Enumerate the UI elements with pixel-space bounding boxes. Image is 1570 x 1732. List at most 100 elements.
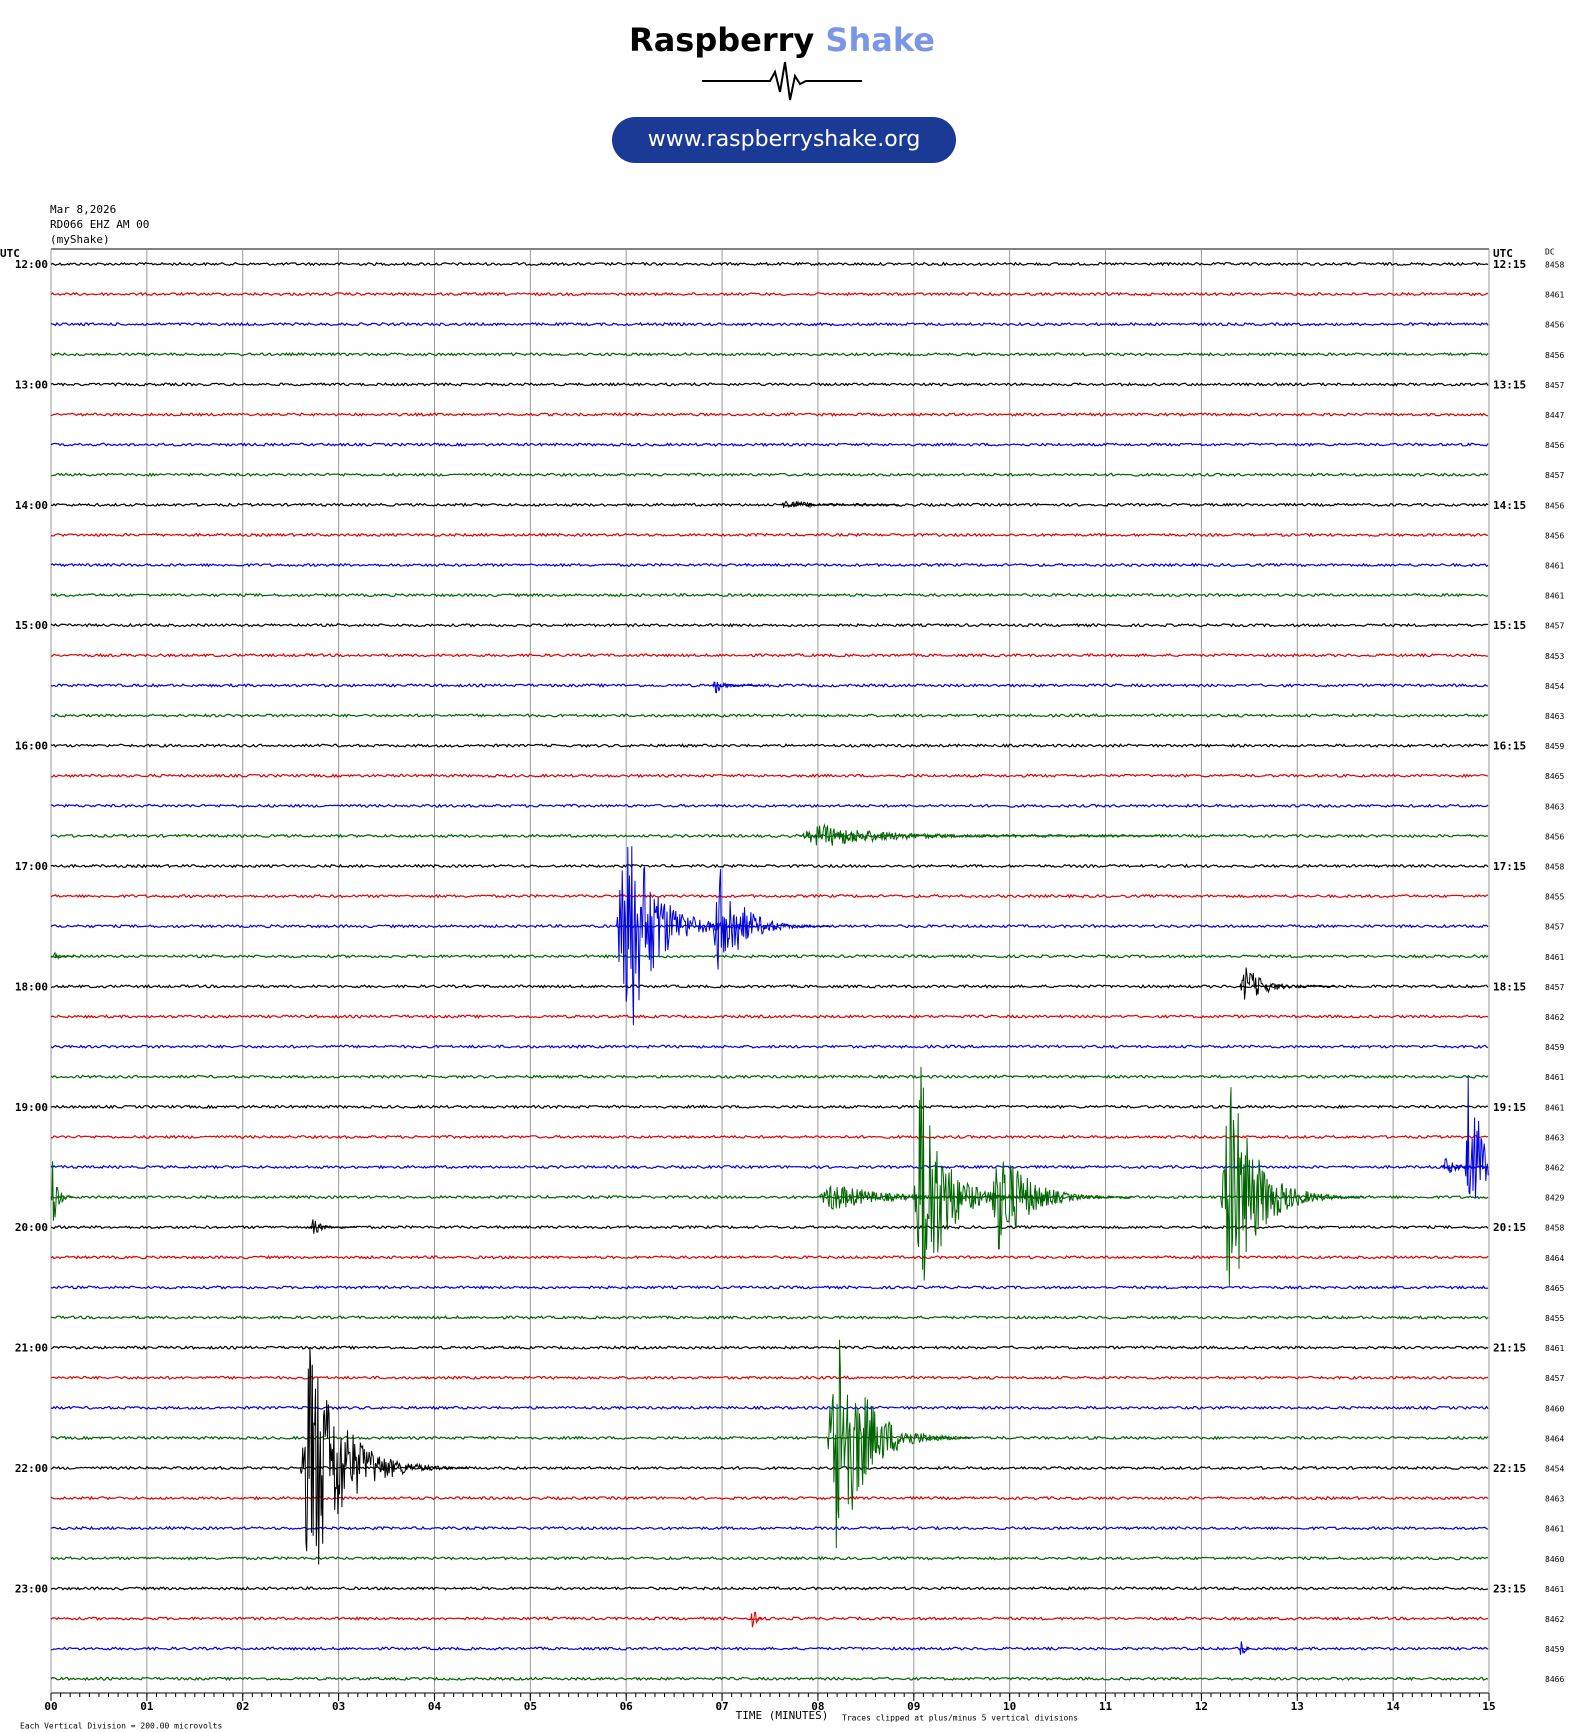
dc-value: 8461	[1545, 1344, 1564, 1353]
dc-value: 8458	[1545, 863, 1564, 872]
seismic-event	[712, 869, 832, 970]
dc-value: 8464	[1545, 1434, 1564, 1443]
trace	[50, 1044, 1489, 1049]
trace	[50, 863, 1489, 869]
trace	[50, 412, 1489, 417]
trace	[50, 1104, 1489, 1110]
left-axis-title: UTC	[0, 247, 20, 260]
trace	[50, 984, 1489, 989]
seismic-event	[779, 500, 899, 509]
trace	[50, 1555, 1489, 1561]
seismic-event	[51, 951, 75, 960]
dc-value: 8457	[1545, 983, 1564, 992]
x-axis-title: TIME (MINUTES)	[736, 1709, 829, 1722]
trace	[50, 592, 1489, 598]
trace	[50, 1646, 1489, 1652]
dc-value: 8458	[1545, 1224, 1564, 1233]
trace	[50, 683, 1489, 688]
right-label: 19:15	[1493, 1101, 1526, 1114]
trace	[50, 1525, 1489, 1531]
hour-label: 18:00	[15, 980, 48, 993]
hour-label: 12:00	[15, 258, 48, 271]
x-tick-label: 11	[1099, 1700, 1113, 1713]
hour-label: 21:00	[15, 1342, 48, 1355]
dc-value: 8463	[1545, 712, 1564, 721]
x-tick-label: 00	[44, 1700, 57, 1713]
dc-value: 8456	[1545, 321, 1564, 330]
dc-value: 8456	[1545, 441, 1564, 450]
logo-wave	[702, 61, 862, 101]
trace	[50, 1616, 1489, 1621]
seismic-event	[1238, 967, 1336, 1000]
dc-value: 8461	[1545, 1073, 1564, 1082]
dc-value: 8462	[1545, 1013, 1564, 1022]
x-tick-label: 07	[715, 1700, 728, 1713]
dc-title: DC	[1545, 248, 1555, 257]
brand-name: Raspberry	[629, 21, 814, 59]
x-tick-label: 12	[1195, 1700, 1208, 1713]
trace	[50, 1224, 1489, 1230]
trace	[50, 833, 1489, 839]
right-label: 18:15	[1493, 980, 1526, 993]
trace	[50, 1495, 1489, 1501]
dc-value: 8465	[1545, 772, 1564, 781]
dc-value: 8462	[1545, 1615, 1564, 1624]
dc-value: 8455	[1545, 1314, 1564, 1323]
trace	[50, 502, 1489, 508]
right-label: 13:15	[1493, 378, 1526, 391]
right-label: 16:15	[1493, 740, 1526, 753]
x-tick-label: 02	[236, 1700, 249, 1713]
dc-value: 8456	[1545, 351, 1564, 360]
hour-label: 15:00	[15, 619, 48, 632]
dc-value: 8461	[1545, 592, 1564, 601]
trace	[50, 1345, 1489, 1351]
seismic-event	[826, 1339, 971, 1549]
seismic-event	[913, 1066, 1034, 1281]
dc-value: 8447	[1545, 411, 1564, 420]
seismic-event	[299, 1347, 468, 1565]
trace	[50, 562, 1489, 568]
right-label: 21:15	[1493, 1342, 1526, 1355]
trace	[50, 953, 1489, 959]
trace	[50, 803, 1489, 809]
trace	[50, 321, 1489, 327]
dc-value: 8453	[1545, 652, 1564, 661]
trace	[50, 743, 1489, 748]
dc-value: 8457	[1545, 622, 1564, 631]
right-label: 12:15	[1493, 258, 1526, 271]
trace	[50, 1375, 1489, 1380]
trace	[50, 773, 1489, 779]
seismic-event	[1464, 1076, 1489, 1199]
dc-value: 8461	[1545, 953, 1564, 962]
dc-value: 8457	[1545, 923, 1564, 932]
date: Mar 8,2026	[50, 203, 116, 216]
trace	[50, 532, 1489, 538]
dc-value: 8461	[1545, 1525, 1564, 1534]
x-tick-label: 13	[1291, 1700, 1304, 1713]
footer-left: Each Vertical Division = 200.00 microvol…	[20, 1722, 222, 1731]
hour-label: 13:00	[15, 378, 48, 391]
right-label: 20:15	[1493, 1221, 1526, 1234]
trace	[50, 1315, 1489, 1320]
x-tick-label: 01	[140, 1700, 154, 1713]
trace	[50, 1164, 1489, 1170]
dc-value: 8461	[1545, 1103, 1564, 1112]
seismic-event	[1220, 1087, 1365, 1287]
hour-label: 17:00	[15, 860, 48, 873]
dc-value: 8461	[1545, 291, 1564, 300]
dc-value: 8457	[1545, 381, 1564, 390]
dc-value: 8459	[1545, 742, 1564, 751]
hour-label: 14:00	[15, 499, 48, 512]
url-pill	[612, 117, 956, 163]
dc-value: 8460	[1545, 1404, 1564, 1413]
dc-value: 8454	[1545, 1465, 1564, 1474]
x-tick-label: 06	[620, 1700, 634, 1713]
dc-value: 8464	[1545, 1254, 1564, 1263]
trace	[50, 261, 1489, 267]
dc-value: 8456	[1545, 832, 1564, 841]
dc-value: 8465	[1545, 1284, 1564, 1293]
dc-value: 8457	[1545, 1374, 1564, 1383]
dc-value: 8463	[1545, 1495, 1564, 1504]
right-axis-title: UTC	[1493, 247, 1513, 260]
